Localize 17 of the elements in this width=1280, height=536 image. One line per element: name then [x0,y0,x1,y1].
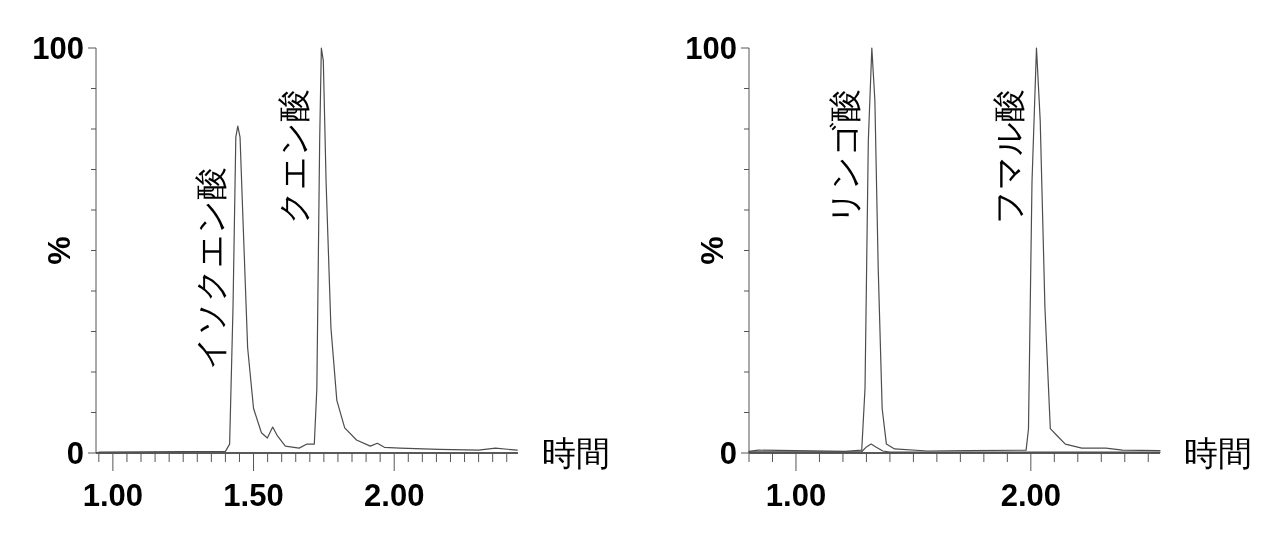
y-tick-label: 0 [66,436,84,471]
annotation: フマル酸 [990,88,1028,224]
annotation: クエン酸 [275,88,313,224]
x-tick-label: 1.00 [765,478,827,513]
y-tick-label: 100 [685,31,737,66]
x-axis-title: 時間 [542,434,610,472]
y-axis-title: % [41,236,77,265]
x-tick-label: 1.00 [82,478,144,513]
annotation: リンゴ酸 [825,88,863,224]
x-axis-title: 時間 [1184,434,1252,472]
y-axis-title: % [694,236,730,265]
x-tick-label: 1.50 [223,478,284,513]
y-tick-label: 100 [32,31,84,66]
y-tick-label: 0 [719,436,737,471]
x-tick-label: 2.00 [364,478,425,513]
annotation: イソクエン酸 [191,166,229,370]
x-tick-label: 2.00 [1000,478,1061,513]
